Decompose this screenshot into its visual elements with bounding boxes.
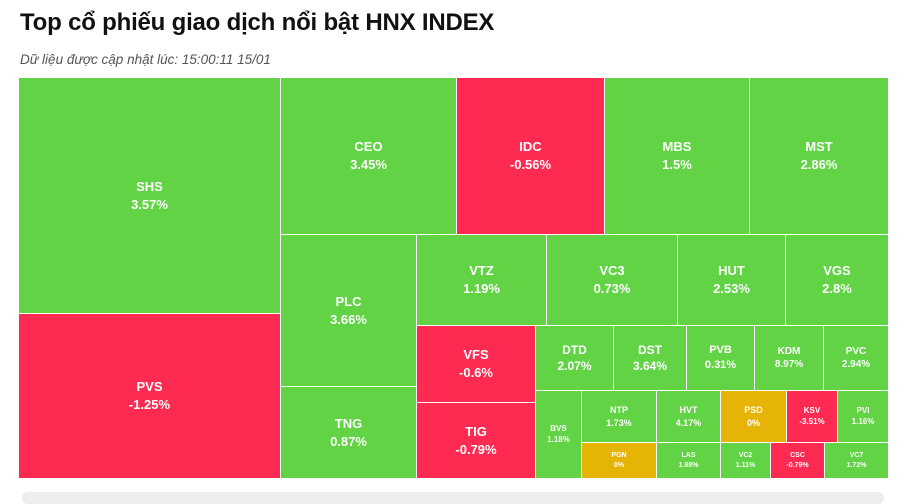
tile-change: 1.88% <box>678 461 699 469</box>
tile-symbol: MBS <box>662 139 692 155</box>
tile-change: 1.19% <box>463 281 500 296</box>
tile-symbol: IDC <box>519 139 542 155</box>
tile-symbol: PVS <box>136 379 163 395</box>
tile-change: 2.94% <box>841 359 871 370</box>
tile-change: 4.17% <box>675 417 702 428</box>
tile-change: 1.73% <box>606 417 632 428</box>
treemap-tile-plc[interactable]: PLC 3.66% <box>281 235 417 387</box>
treemap-tile-pgn[interactable]: PGN 0% <box>582 443 657 479</box>
tile-symbol: VC3 <box>599 263 625 279</box>
treemap-tile-ntp[interactable]: NTP 1.73% <box>582 391 657 443</box>
treemap-tile-pvi[interactable]: PVI 1.16% <box>838 391 888 443</box>
treemap-tile-pvs[interactable]: PVS -1.25% <box>19 314 281 479</box>
tile-change: 2.86% <box>800 157 838 172</box>
horizontal-scrollbar[interactable] <box>22 492 884 504</box>
treemap-tile-vc3[interactable]: VC3 0.73% <box>547 235 678 326</box>
tile-change: 2.07% <box>557 359 592 373</box>
tile-symbol: CEO <box>354 139 383 155</box>
tile-symbol: HUT <box>718 263 745 279</box>
treemap-tile-vgs[interactable]: VGS 2.8% <box>786 235 888 326</box>
tile-symbol: PVI <box>856 405 870 415</box>
tile-change: -1.25% <box>128 397 171 412</box>
treemap-tile-ksv[interactable]: KSV -3.51% <box>787 391 838 443</box>
tile-change: -0.79% <box>455 441 497 457</box>
tile-change: 1.72% <box>846 461 867 469</box>
tile-symbol: SHS <box>136 178 163 194</box>
treemap-tile-idc[interactable]: IDC -0.56% <box>457 78 605 235</box>
tile-change: 0.31% <box>704 359 737 371</box>
tile-change: 0.73% <box>593 281 631 296</box>
tile-change: 1.18% <box>547 434 570 444</box>
tile-change: -0.56% <box>509 157 552 172</box>
tile-symbol: VC2 <box>738 452 753 460</box>
tile-symbol: LAS <box>681 452 696 460</box>
tile-symbol: PGN <box>611 452 627 460</box>
treemap-tile-kdm[interactable]: KDM 8.97% <box>755 326 824 391</box>
tile-symbol: BVS <box>550 423 567 433</box>
treemap-tile-mbs[interactable]: MBS 1.5% <box>605 78 750 235</box>
treemap-tile-vc7[interactable]: VC7 1.72% <box>825 443 888 479</box>
update-timestamp: Dữ liệu được cập nhật lúc: 15:00:11 15/0… <box>20 52 271 67</box>
treemap-tile-hut[interactable]: HUT 2.53% <box>678 235 786 326</box>
tile-change: 0% <box>613 461 625 469</box>
tile-change: 2.8% <box>822 281 852 296</box>
tile-change: 3.57% <box>131 196 168 212</box>
tile-symbol: PSD <box>744 405 763 416</box>
treemap-tile-mst[interactable]: MST 2.86% <box>750 78 888 235</box>
tile-symbol: CSC <box>790 452 805 460</box>
tile-symbol: KDM <box>777 345 801 357</box>
tile-symbol: MST <box>805 139 833 155</box>
tile-symbol: PLC <box>335 293 362 309</box>
treemap-tile-csc[interactable]: CSC -0.79% <box>771 443 825 479</box>
tile-change: 1.16% <box>851 416 875 426</box>
tile-change: 3.66% <box>330 311 367 327</box>
tile-change: 1.5% <box>662 157 692 172</box>
tile-change: 1.11% <box>735 461 756 469</box>
treemap-tile-vc2[interactable]: VC2 1.11% <box>721 443 771 479</box>
treemap-tile-las[interactable]: LAS 1.88% <box>657 443 721 479</box>
treemap-tile-tng[interactable]: TNG 0.87% <box>281 387 417 479</box>
treemap-tile-pvb[interactable]: PVB 0.31% <box>687 326 755 391</box>
tile-change: 3.64% <box>632 359 668 373</box>
tile-symbol: KSV <box>803 405 821 415</box>
tile-symbol: TIG <box>465 423 487 439</box>
tile-change: -3.51% <box>799 416 825 426</box>
treemap-tile-vfs[interactable]: VFS -0.6% <box>417 326 536 403</box>
treemap-tile-ceo[interactable]: CEO 3.45% <box>281 78 457 235</box>
tile-change: 0% <box>746 417 760 428</box>
tile-change: 2.53% <box>713 281 750 296</box>
treemap-tile-bvs[interactable]: BVS 1.18% <box>536 391 582 479</box>
treemap-tile-pvc[interactable]: PVC 2.94% <box>824 326 888 391</box>
treemap-tile-tig[interactable]: TIG -0.79% <box>417 403 536 479</box>
tile-symbol: TNG <box>334 415 363 431</box>
tile-change: 0.87% <box>330 433 367 449</box>
tile-change: -0.79% <box>786 461 809 469</box>
treemap-tile-hvt[interactable]: HVT 4.17% <box>657 391 721 443</box>
tile-symbol: DST <box>638 342 662 357</box>
tile-symbol: PVC <box>845 345 867 357</box>
tile-symbol: VFS <box>463 347 489 363</box>
tile-symbol: NTP <box>610 405 628 416</box>
tile-change: -0.6% <box>459 365 493 380</box>
tile-symbol: PVB <box>709 344 732 357</box>
treemap-tile-vtz[interactable]: VTZ 1.19% <box>417 235 547 326</box>
tile-symbol: VGS <box>823 263 851 279</box>
tile-symbol: VC7 <box>849 452 864 460</box>
tile-symbol: HVT <box>679 405 698 416</box>
treemap-tile-shs[interactable]: SHS 3.57% <box>19 78 281 314</box>
page-title: Top cổ phiếu giao dịch nổi bật HNX INDEX <box>20 9 495 36</box>
tile-change: 8.97% <box>774 359 804 370</box>
treemap-tile-dtd[interactable]: DTD 2.07% <box>536 326 614 391</box>
tile-change: 3.45% <box>350 157 387 172</box>
treemap: SHS 3.57% PVS -1.25% CEO 3.45% IDC -0.56% MBS 1.5… <box>19 78 888 479</box>
tile-symbol: VTZ <box>469 263 494 279</box>
treemap-tile-psd[interactable]: PSD 0% <box>721 391 787 443</box>
treemap-tile-dst[interactable]: DST 3.64% <box>614 326 687 391</box>
tile-symbol: DTD <box>562 342 587 357</box>
